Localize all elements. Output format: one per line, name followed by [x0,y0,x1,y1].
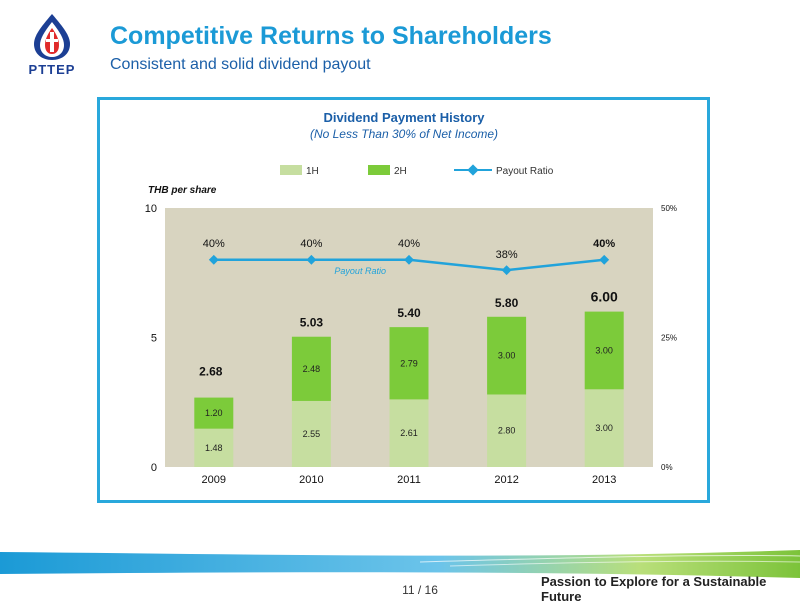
payout-ratio-point [599,254,610,265]
logo-emblem-icon [34,14,70,60]
payout-ratio-label: 38% [496,249,518,261]
y2-tick-label: 50% [661,204,677,213]
legend-swatch-2h [368,165,390,175]
data-label-1h: 1.48 [205,443,223,453]
data-label-1h: 3.00 [595,423,613,433]
payout-ratio-label: 40% [398,238,420,250]
x-tick-label: 2013 [592,474,616,486]
bar-2h-2009 [194,397,234,429]
total-label: 5.03 [300,316,324,330]
logo-text: PTTEP [28,62,76,77]
total-label: 5.40 [397,306,421,320]
y2-tick-label: 25% [661,334,677,343]
payout-ratio-label: 40% [203,238,225,250]
chart-frame: Dividend Payment History (No Less Than 3… [97,97,710,503]
data-label-2h: 2.79 [400,358,418,368]
page-number: 11 / 16 [402,583,438,597]
total-label: 2.68 [199,365,223,379]
payout-ratio-point [208,254,219,265]
data-label-2h: 3.00 [498,351,516,361]
y-axis-label: THB per share [148,185,217,196]
pttep-logo: PTTEP [16,12,88,78]
footer-wave [0,550,800,578]
page-subtitle: Consistent and solid dividend payout [110,56,371,73]
bar-1h-2013 [584,389,624,467]
payout-ratio-label: 40% [593,238,615,250]
y-tick-label: 5 [151,333,157,345]
x-tick-label: 2012 [494,474,518,486]
y-tick-label: 0 [151,462,157,474]
payout-ratio-point [404,254,414,265]
x-tick-label: 2011 [397,474,421,486]
dividend-chart: Dividend Payment History (No Less Than 3… [145,110,677,486]
page-title: Competitive Returns to Shareholders [110,22,552,50]
legend-marker-payout-ratio [467,164,479,176]
legend-label: Payout Ratio [496,166,554,177]
legend-label: 1H [306,166,319,177]
bar-2h-2010 [291,336,331,401]
total-label: 6.00 [591,289,618,305]
data-label-1h: 2.80 [498,426,516,436]
bar-1h-2010 [291,400,331,467]
bar-1h-2009 [194,428,234,467]
bar-2h-2011 [389,327,429,400]
total-label: 5.80 [495,296,519,310]
payout-ratio-annotation: Payout Ratio [334,266,386,276]
legend-label: 2H [394,166,407,177]
x-tick-label: 2010 [299,474,323,486]
bar-1h-2012 [487,394,527,467]
x-tick-label: 2009 [202,474,226,486]
data-label-2h: 3.00 [595,345,613,355]
payout-ratio-label: 40% [300,238,322,250]
data-label-2h: 2.48 [303,364,321,374]
payout-ratio-point [306,254,317,265]
y-tick-label: 10 [145,203,157,215]
bar-1h-2011 [389,399,429,467]
bar-2h-2012 [487,316,527,395]
chart-title: Dividend Payment History [323,110,485,125]
chart-subtitle: (No Less Than 30% of Net Income) [310,127,498,141]
data-label-1h: 2.55 [303,429,321,439]
data-label-1h: 2.61 [400,428,418,438]
data-label-2h: 1.20 [205,408,223,418]
legend-swatch-1h [280,165,302,175]
y2-tick-label: 0% [661,463,673,472]
bar-2h-2013 [584,311,624,390]
